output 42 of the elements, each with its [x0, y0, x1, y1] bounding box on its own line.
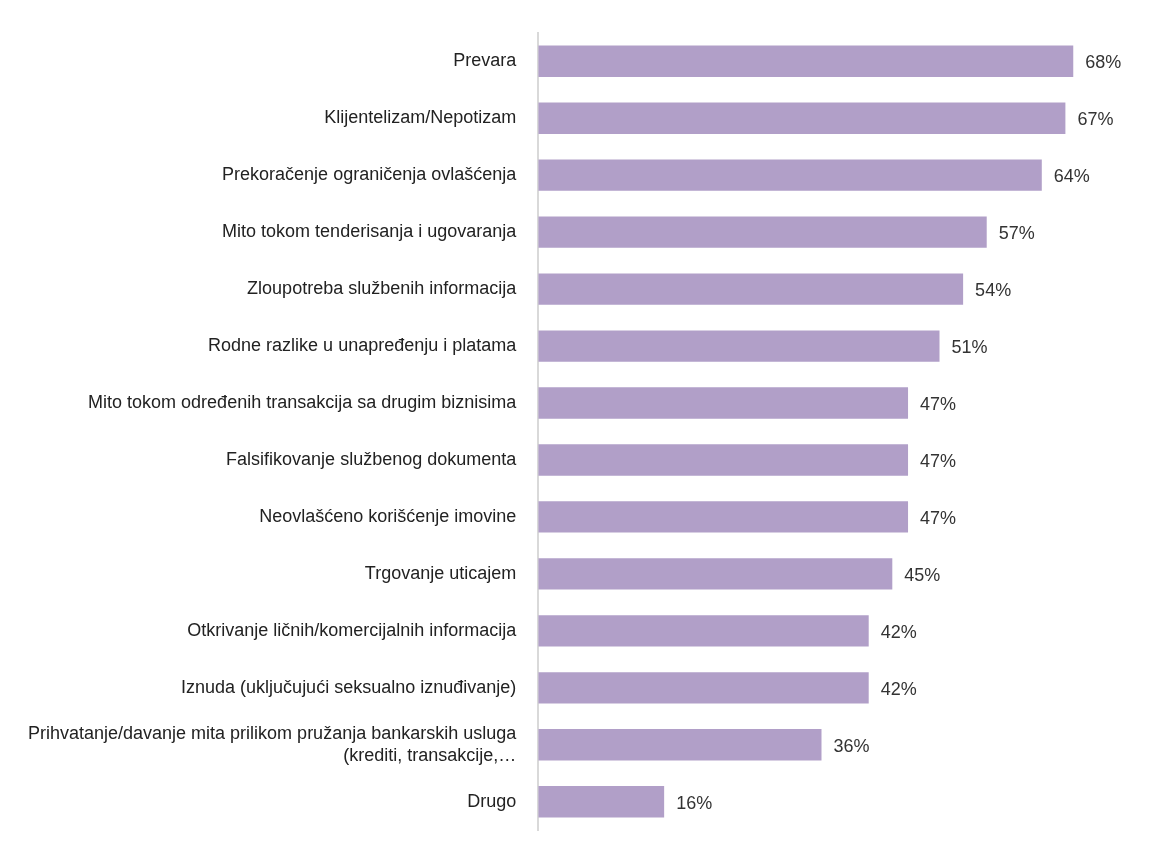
y-tick-label: Zloupotreba službenih informacija — [247, 278, 518, 299]
data-label: 67% — [1077, 109, 1114, 130]
bar — [538, 45, 1074, 77]
bar — [538, 159, 1042, 191]
y-tick-label: Neovlašćeno korišćenje imovine — [259, 505, 517, 526]
bar — [538, 672, 869, 704]
bar — [538, 273, 964, 305]
data-label: 57% — [998, 223, 1035, 244]
bar — [538, 216, 987, 248]
y-tick-label: Rodne razlike u unapređenju i platama — [208, 335, 518, 356]
y-tick-label: Prekoračenje ograničenja ovlašćenja — [222, 164, 518, 185]
y-tick-label: Trgovanje uticajem — [364, 562, 517, 583]
data-label: 64% — [1053, 166, 1090, 187]
data-label: 45% — [904, 564, 941, 585]
bar — [538, 330, 940, 362]
bar — [538, 444, 909, 476]
bar — [538, 558, 893, 590]
y-tick-label: Iznuda (uključujući seksualno iznuđivanje) — [181, 676, 517, 697]
data-label: 51% — [951, 337, 988, 358]
y-tick-label: Klijentelizam/Nepotizam — [324, 107, 517, 128]
y-tick-label: Mito tokom određenih transakcija sa drugim biznisima — [88, 391, 518, 412]
data-label: 42% — [880, 678, 917, 699]
y-tick-label: Falsifikovanje službenog dokumenta — [226, 448, 518, 469]
bar — [538, 102, 1066, 134]
y-tick-label: Prihvatanje/davanje mita prilikom pružanja bankarskih usluga (krediti, transakcije,… — [27, 722, 518, 765]
bar — [538, 501, 909, 533]
bar — [538, 615, 869, 647]
data-label: 36% — [833, 735, 870, 756]
data-label: 42% — [880, 621, 917, 642]
data-label: 47% — [920, 450, 957, 471]
y-tick-label: Drugo — [467, 790, 517, 811]
bar — [538, 729, 822, 761]
data-label: 68% — [1085, 52, 1122, 73]
data-label: 47% — [920, 393, 957, 414]
data-label: 47% — [920, 507, 957, 528]
bar — [538, 387, 909, 419]
y-tick-label: Mito tokom tenderisanja i ugovaranja — [222, 221, 518, 242]
data-label: 54% — [975, 280, 1012, 301]
bar — [538, 786, 665, 818]
y-tick-label: Prevara — [453, 50, 518, 71]
data-label: 16% — [676, 792, 713, 813]
y-tick-label: Otkrivanje ličnih/komercijalnih informacija — [187, 619, 518, 640]
